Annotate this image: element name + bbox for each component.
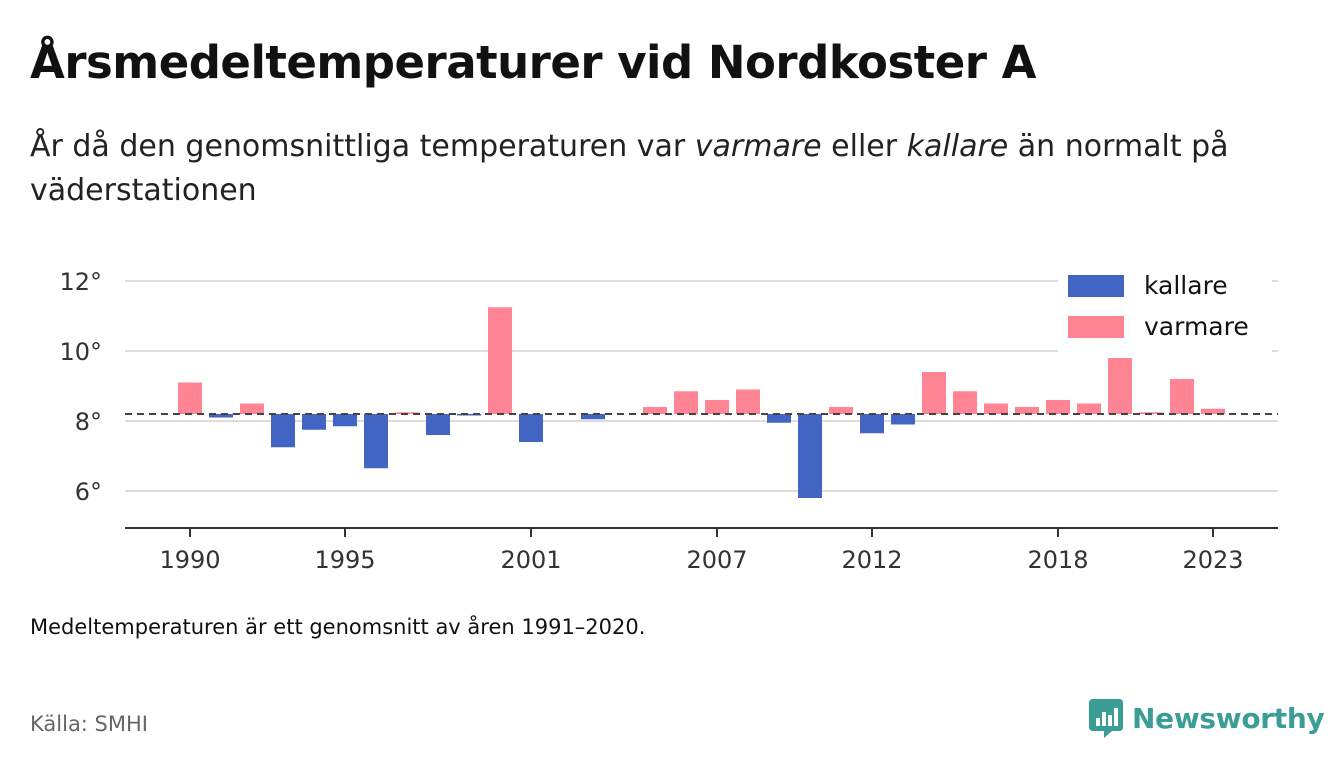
subtitle-emphasis-colder: kallare <box>906 129 1009 164</box>
bar-1996 <box>364 414 388 469</box>
bar-2003 <box>581 414 605 420</box>
x-tick-label: 2023 <box>1182 546 1243 574</box>
brand-logo: Newsworthy <box>1088 697 1325 739</box>
subtitle-text-1: År då den genomsnittliga temperaturen va… <box>30 129 695 164</box>
x-tick-label: 2018 <box>1027 546 1088 574</box>
x-tick-label: 1995 <box>314 546 375 574</box>
bar-2019 <box>1077 403 1101 414</box>
bar-2010 <box>798 414 822 498</box>
legend-swatch-kallare <box>1068 275 1124 297</box>
x-tick-label: 2007 <box>686 546 747 574</box>
bar-1998 <box>426 414 450 435</box>
x-tick-label: 2012 <box>841 546 902 574</box>
bar-2006 <box>674 391 698 414</box>
x-tick-label: 1990 <box>159 546 220 574</box>
bar-2011 <box>829 407 853 414</box>
bar-2020 <box>1108 358 1132 414</box>
bar-chart: 6° 8° 10° 12° 1990 1995 2001 2007 2012 2018 2023 ka… <box>59 267 1278 574</box>
bar-2023 <box>1201 408 1225 414</box>
x-tick-label: 2001 <box>500 546 561 574</box>
y-tick-label: 12° <box>59 268 102 296</box>
source-label: Källa: SMHI <box>30 712 148 736</box>
legend-swatch-varmare <box>1068 316 1124 338</box>
bar-1994 <box>302 414 326 430</box>
chart-subtitle: År då den genomsnittliga temperaturen va… <box>30 125 1310 213</box>
bar-2012 <box>860 414 884 434</box>
newsworthy-logo-icon <box>1089 699 1123 738</box>
bar-2022 <box>1170 379 1194 414</box>
subtitle-emphasis-warmer: varmare <box>694 129 822 164</box>
brand-name: Newsworthy <box>1132 701 1325 735</box>
legend-label-kallare: kallare <box>1144 271 1228 300</box>
y-tick-label: 8° <box>75 408 102 436</box>
chart-title: Årsmedeltemperaturer vid Nordkoster A <box>30 36 1036 89</box>
bar-1999 <box>457 414 481 416</box>
bar-2017 <box>1015 407 1039 414</box>
bar-1995 <box>333 414 357 427</box>
bar-2009 <box>767 414 791 423</box>
bar-2016 <box>984 403 1008 414</box>
subtitle-text-2: eller <box>821 129 907 164</box>
bar-1991 <box>209 414 233 418</box>
bar-2018 <box>1046 400 1070 414</box>
bar-2001 <box>519 414 543 442</box>
bar-2000 <box>488 307 512 414</box>
y-tick-label: 10° <box>59 338 102 366</box>
bar-1990 <box>178 382 202 414</box>
chart-note: Medeltemperaturen är ett genomsnitt av å… <box>30 615 646 639</box>
legend-label-varmare: varmare <box>1144 312 1249 341</box>
subtitle-text-3: än normalt på väderstationen <box>30 129 1229 208</box>
bar-1992 <box>240 403 264 414</box>
bar-2014 <box>922 372 946 414</box>
bar-2008 <box>736 389 760 414</box>
bar-2005 <box>643 407 667 414</box>
bar-2007 <box>705 400 729 414</box>
y-tick-label: 6° <box>75 478 102 506</box>
bar-2015 <box>953 391 977 414</box>
bar-2013 <box>891 414 915 425</box>
bar-1993 <box>271 414 295 448</box>
